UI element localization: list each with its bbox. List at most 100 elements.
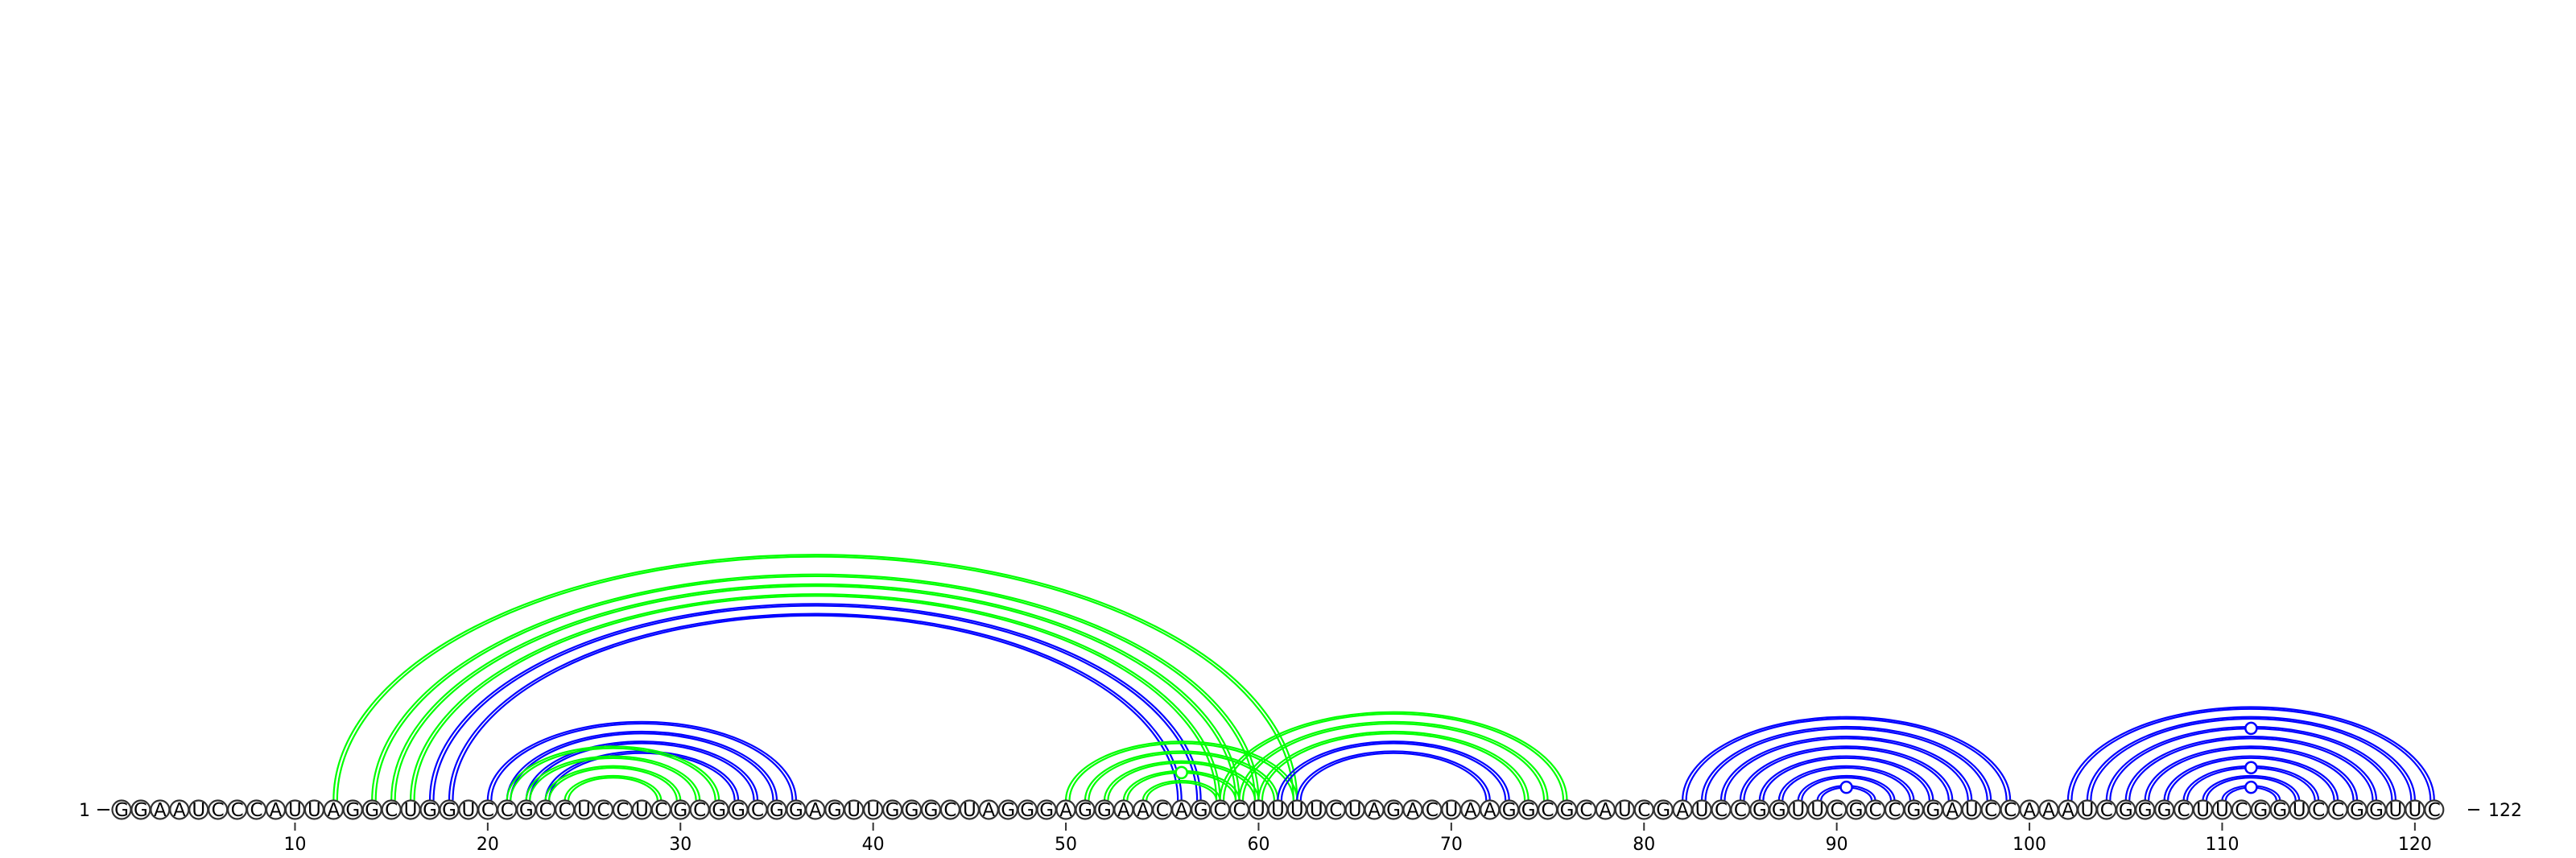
nucleotide-letter: U <box>404 800 418 821</box>
arc-22-31-inner <box>529 757 697 801</box>
nucleotide-letter: C <box>1542 800 1554 821</box>
nucleotide-51: G <box>1075 799 1096 821</box>
pair-markers-layer <box>1174 721 2258 794</box>
nucleotide-117: G <box>2347 799 2368 821</box>
arc-50-62-inner <box>1068 742 1294 801</box>
arc-109-114-outer <box>2202 774 2301 801</box>
arc-52-60-outer <box>1103 760 1260 801</box>
nucleotide-21: C <box>497 799 518 821</box>
nucleotide-1: G <box>111 799 132 821</box>
arc-62-72-inner <box>1299 752 1488 801</box>
nucleotide-letter: C <box>539 800 552 821</box>
nucleotide-letter: U <box>1348 800 1362 821</box>
nucleotide-letter: G <box>1907 800 1922 821</box>
nucleotide-38: G <box>824 799 845 821</box>
nucleotide-letter: G <box>789 800 803 821</box>
arc-107-116-outer <box>2163 755 2339 801</box>
nucleotide-110: U <box>2211 799 2233 821</box>
nucleotide-77: C <box>1575 799 1597 821</box>
nucleotide-90: C <box>1827 799 1847 821</box>
arc-20-36-inner <box>490 722 794 801</box>
nucleotide-letter: G <box>1752 800 1767 821</box>
nucleotide-14: G <box>361 799 382 821</box>
nucleotide-67: G <box>1383 799 1404 821</box>
nucleotide-letter: G <box>886 800 900 821</box>
nucleotide-53: A <box>1113 799 1134 821</box>
nucleotide-letter: G <box>423 800 437 821</box>
nucleotide-letter: C <box>2312 800 2325 821</box>
arc-109-114-inner <box>2205 777 2297 801</box>
nucleotide-73: G <box>1499 799 1520 821</box>
nucleotide-56: A <box>1171 799 1192 821</box>
nucleotide-81: G <box>1653 799 1674 821</box>
nucleotide-letter: A <box>2042 800 2055 821</box>
tick-label-70: 70 <box>1440 835 1463 855</box>
nucleotide-109: U <box>2192 799 2214 821</box>
nucleotide-letter: U <box>308 800 321 821</box>
arc-18-56-inner <box>452 614 1179 801</box>
nucleotide-44: C <box>939 799 961 821</box>
nucleotide-letter: A <box>1059 800 1072 821</box>
nucleotide-85: C <box>1730 799 1751 821</box>
nucleotide-letter: A <box>1175 800 1188 821</box>
arc-87-94-outer <box>1777 765 1915 801</box>
nucleotide-49: G <box>1036 799 1057 821</box>
nucleotide-86: G <box>1749 799 1770 821</box>
nucleotide-letter: C <box>250 800 263 821</box>
nucleotide-letter: G <box>519 800 534 821</box>
nucleotide-91: G <box>1846 799 1867 821</box>
nucleotide-letter: U <box>1618 800 1632 821</box>
nucleotide-115: C <box>2308 799 2329 821</box>
position-axis: 10 20 30 40 50 60 70 80 90 100 110 120 <box>283 823 2432 855</box>
arc-82-99-inner <box>1685 717 2008 801</box>
nucleotide-23: C <box>535 799 556 821</box>
nucleotide-102: A <box>2058 799 2079 821</box>
arc-23-30-outer <box>544 765 682 801</box>
nucleotide-119: U <box>2385 799 2406 821</box>
pair-marker-104-119 <box>2244 721 2258 736</box>
nucleotide-letter: G <box>1560 800 1575 821</box>
nucleotide-letter: G <box>1020 800 1034 821</box>
nucleotide-letter: C <box>1984 800 1997 821</box>
nucleotide-letter: G <box>905 800 919 821</box>
nucleotide-30: G <box>670 799 691 821</box>
nucleotide-letter: U <box>1310 800 1323 821</box>
nucleotide-111: C <box>2231 799 2252 821</box>
tick-label-10: 10 <box>283 835 306 855</box>
nucleotide-68: A <box>1402 799 1423 821</box>
nucleotide-letter: C <box>1214 800 1227 821</box>
nucleotide-69: C <box>1422 799 1443 821</box>
nucleotide-45: U <box>959 799 980 821</box>
nucleotide-letter: G <box>1194 800 1208 821</box>
nucleotide-82: A <box>1672 799 1693 821</box>
nucleotide-letter: G <box>2138 800 2153 821</box>
nucleotide-12: A <box>323 799 344 821</box>
nucleotide-113: G <box>2269 799 2290 821</box>
nucleotide-65: U <box>1344 799 1365 821</box>
nucleotide-letter: C <box>1715 800 1728 821</box>
arc-85-96-inner <box>1743 747 1950 801</box>
nucleotide-letter: C <box>2235 800 2248 821</box>
nucleotide-29: C <box>650 799 671 821</box>
nucleotide-letter: C <box>693 800 706 821</box>
arc-23-33-outer <box>544 750 740 801</box>
nucleotide-letter: A <box>154 800 167 821</box>
nucleotide-79: U <box>1614 799 1635 821</box>
pair-marker-108-115 <box>2244 761 2258 775</box>
nucleotide-48: G <box>1017 799 1038 821</box>
nucleotide-letter: C <box>2004 800 2017 821</box>
nucleotide-62: U <box>1286 799 1307 821</box>
nucleotide-letter: G <box>2119 800 2133 821</box>
nucleotide-letter: G <box>1656 800 1670 821</box>
nucleotide-80: C <box>1633 799 1654 821</box>
arc-58-76-inner <box>1222 712 1565 801</box>
nucleotide-letter: G <box>1772 800 1786 821</box>
nucleotide-13: G <box>342 799 363 821</box>
nucleotide-letter: A <box>173 800 186 821</box>
nucleotide-letter: U <box>847 800 861 821</box>
nucleotide-64: C <box>1325 799 1346 821</box>
nucleotide-112: G <box>2250 799 2271 821</box>
nucleotide-letter: C <box>481 800 494 821</box>
nucleotide-letter: A <box>2023 800 2036 821</box>
nucleotide-letter: U <box>2080 800 2094 821</box>
